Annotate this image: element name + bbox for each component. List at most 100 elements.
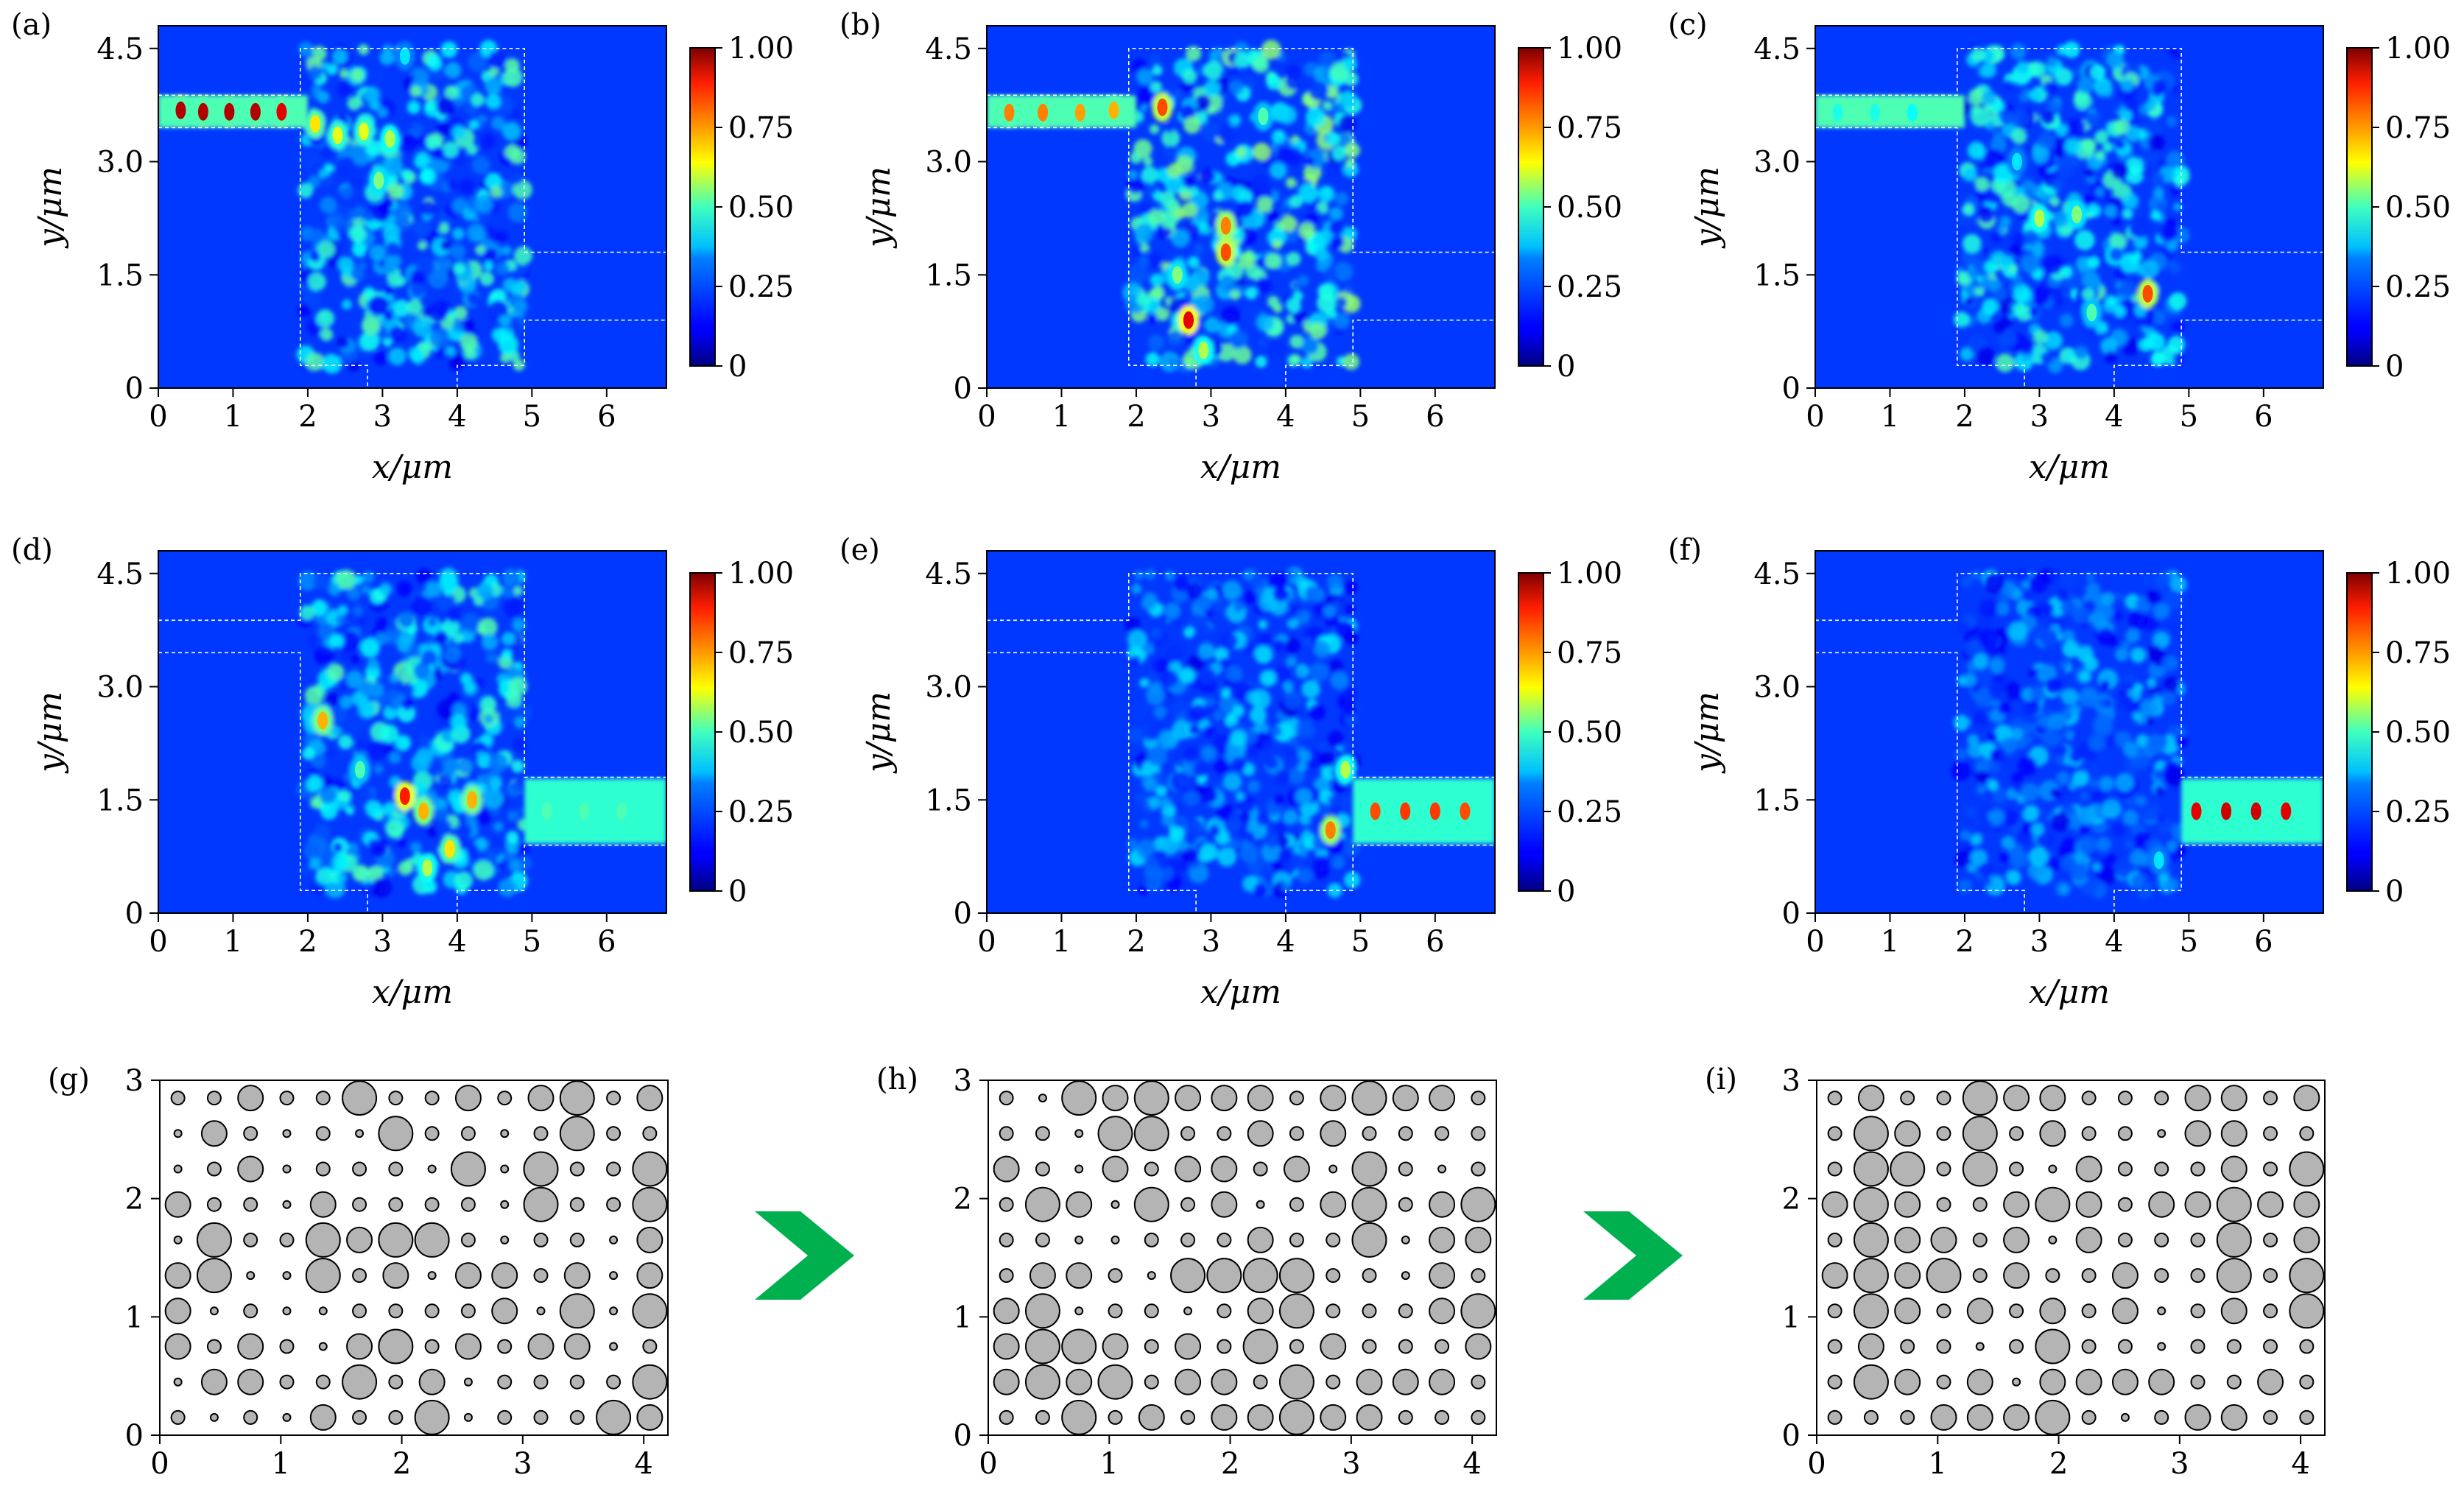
air-hole: [2263, 1126, 2278, 1141]
speckle: [1313, 641, 1331, 658]
speckle: [1127, 630, 1147, 650]
speckle: [1988, 682, 2005, 700]
air-hole: [2075, 1226, 2102, 1253]
speckle: [2058, 161, 2075, 178]
speckle: [1273, 795, 1285, 806]
speckle: [341, 299, 352, 310]
speckle: [1298, 750, 1312, 763]
air-hole: [424, 1091, 440, 1106]
air-hole: [609, 1271, 619, 1281]
speckle: [345, 670, 364, 689]
air-hole: [1853, 1364, 1889, 1400]
speckle: [1200, 787, 1217, 803]
speckle: [1214, 758, 1230, 775]
colorbar: [689, 47, 716, 367]
speckle: [1173, 208, 1186, 219]
air-hole: [500, 1129, 510, 1138]
speckle: [1186, 582, 1204, 601]
y-tick-label: 0: [125, 372, 144, 406]
air-hole: [1936, 1126, 1951, 1141]
speckle: [384, 311, 394, 321]
speckle: [1131, 583, 1142, 594]
air-hole: [424, 1197, 440, 1212]
air-hole: [500, 1200, 510, 1209]
speckle: [1269, 596, 1289, 616]
pattern-frame: [988, 1080, 1497, 1436]
air-hole: [1133, 1080, 1169, 1116]
speckle: [1167, 163, 1182, 178]
speckle: [1299, 814, 1311, 825]
air-hole: [1827, 1232, 1842, 1247]
air-hole: [1247, 1226, 1274, 1253]
speckle: [2151, 172, 2166, 187]
air-hole: [1966, 1297, 1993, 1325]
air-hole: [282, 1200, 292, 1209]
air-hole: [2257, 1368, 2284, 1395]
speckle: [2028, 574, 2048, 594]
air-hole: [1936, 1197, 1951, 1212]
speckle: [501, 632, 515, 645]
air-hole: [533, 1126, 549, 1141]
speckle: [385, 242, 401, 256]
air-hole: [1827, 1303, 1842, 1319]
x-tick-label: 3: [373, 400, 392, 434]
mode-spot: [422, 859, 433, 877]
mode-spot: [250, 102, 261, 121]
speckle: [320, 196, 337, 214]
speckle: [1230, 729, 1247, 747]
speckle: [1309, 322, 1327, 339]
air-hole: [1211, 1368, 1238, 1395]
speckle: [317, 241, 335, 258]
air-hole: [1217, 1126, 1232, 1141]
y-tick-label: 3.0: [1753, 146, 1801, 180]
speckle: [1164, 122, 1175, 133]
heatmap-panel-4: 0 1 2 3 4 5 601.53.04.5x/μmy/μm(e)00.250.500.7…: [839, 533, 1622, 1011]
speckle: [1977, 615, 1995, 634]
speckle: [2122, 208, 2133, 219]
pattern-background: [1817, 1080, 2325, 1435]
x-tick-label: 5: [523, 925, 541, 959]
speckle: [1345, 142, 1361, 158]
mode-spot: [444, 839, 455, 858]
speckle: [1342, 353, 1360, 370]
air-hole: [2154, 1091, 2169, 1106]
speckle: [2064, 138, 2082, 155]
speckle: [2060, 267, 2072, 278]
speckle: [1252, 142, 1271, 161]
speckle: [1146, 686, 1165, 705]
air-hole: [2220, 1297, 2247, 1325]
speckle: [1148, 208, 1165, 225]
speckle: [476, 750, 486, 761]
air-hole: [1857, 1333, 1884, 1360]
speckle: [1296, 667, 1306, 677]
speckle: [1193, 207, 1209, 224]
speckle: [488, 776, 503, 791]
speckle: [390, 673, 399, 683]
speckle: [1330, 236, 1345, 250]
speckle: [1953, 714, 1970, 731]
speckle: [2013, 284, 2032, 303]
speckle: [2016, 802, 2027, 813]
device-outline-right: [2113, 844, 2323, 913]
speckle: [409, 679, 429, 698]
speckle: [1344, 713, 1357, 726]
speckle: [2166, 150, 2184, 169]
air-hole: [378, 1116, 414, 1152]
speckle: [1329, 207, 1343, 220]
air-hole: [1024, 1293, 1060, 1329]
speckle: [309, 228, 325, 244]
speckle: [365, 800, 383, 818]
speckle: [502, 596, 524, 618]
speckle: [351, 242, 367, 258]
speckle: [1951, 761, 1971, 781]
air-hole: [1247, 1120, 1274, 1147]
speckle: [302, 747, 315, 761]
speckle: [2123, 672, 2136, 686]
speckle: [2028, 667, 2038, 677]
y-tick-label: 3.0: [96, 146, 144, 180]
speckle: [1150, 627, 1162, 639]
speckle: [1261, 39, 1281, 60]
air-hole: [309, 1404, 337, 1431]
speckle: [2146, 589, 2162, 605]
air-hole: [1320, 1333, 1347, 1360]
